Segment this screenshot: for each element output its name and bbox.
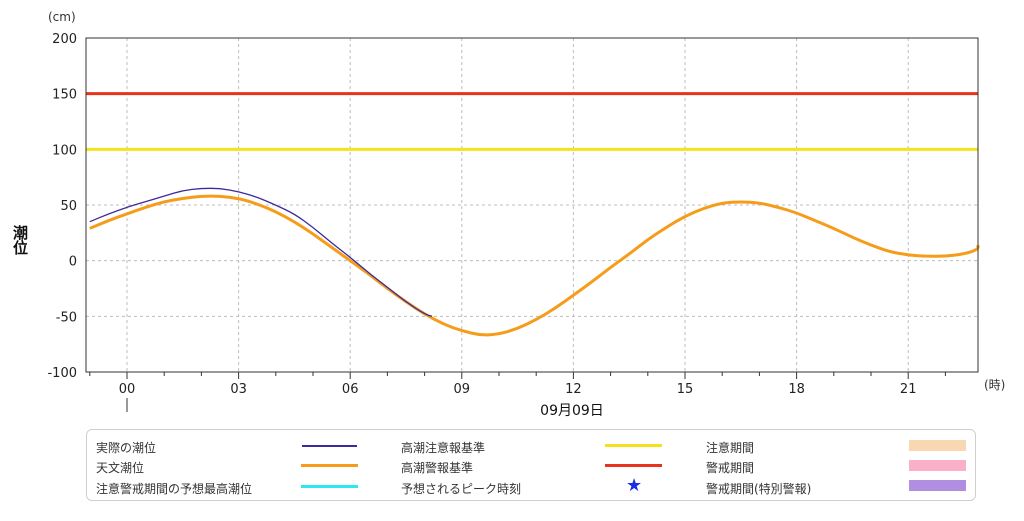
- x-tick-label: 18: [788, 382, 805, 397]
- x-tick-label: 15: [677, 382, 694, 397]
- legend-swatch-special-warning-period: [909, 480, 966, 491]
- tide-chart: (cm) 潮位 (時) 09月09日 -100 -50 0 50 100 150 200 00…: [11, 10, 1005, 419]
- x-tick-label: 03: [230, 382, 247, 397]
- y-tick-label: 50: [60, 199, 77, 214]
- legend-swatch-storm-advisory-level: [605, 444, 662, 447]
- x-tick-label: 09: [454, 382, 471, 397]
- x-unit-label: (時): [984, 378, 1005, 392]
- observed-tide-line: [89, 187, 433, 317]
- legend-label-advisory-period: 注意期間: [706, 441, 755, 455]
- legend-label-warning-period: 警戒期間: [706, 461, 755, 475]
- legend-label-special-warning-period: 警戒期間(特別警報): [706, 482, 812, 496]
- legend-label-observed-tide: 実際の潮位: [96, 441, 157, 455]
- y-tick-label: -100: [47, 366, 77, 381]
- legend-label-storm-advisory-level: 高潮注意報基準: [401, 441, 486, 455]
- y-tick-label: 0: [69, 255, 77, 270]
- y-tick-label: 200: [52, 32, 77, 47]
- legend-label-forecast-max-tide: 注意警戒期間の予想最高潮位: [96, 482, 253, 496]
- date-label: 09月09日: [540, 403, 604, 419]
- y-unit-label: (cm): [48, 10, 76, 24]
- x-tick-label: 06: [342, 382, 359, 397]
- legend-swatch-storm-warning-level: [605, 464, 662, 467]
- x-tick-label: 12: [565, 382, 582, 397]
- plot-area-frame: [85, 37, 979, 373]
- y-tick-label: 150: [52, 88, 77, 103]
- x-tick-label: 21: [900, 382, 917, 397]
- legend-swatch-astronomical-tide: [301, 464, 358, 467]
- star-icon: ★: [626, 475, 643, 496]
- x-tick-label: 00: [119, 382, 136, 397]
- legend-label-storm-warning-level: 高潮警報基準: [401, 461, 474, 475]
- legend-swatch-observed-tide: [302, 445, 357, 447]
- y-axis-title: 潮位: [11, 224, 29, 255]
- y-tick-label: -50: [56, 310, 77, 325]
- legend-label-astronomical-tide: 天文潮位: [96, 461, 145, 475]
- y-tick-label: 100: [52, 143, 77, 158]
- astronomical-tide-line: [89, 194, 980, 337]
- legend-swatch-forecast-max-tide: [301, 485, 358, 488]
- legend-swatch-advisory-period: [909, 440, 966, 451]
- legend-swatch-warning-period: [909, 460, 966, 471]
- chart-legend: 実際の潮位 高潮注意報基準 注意期間 天文潮位 高潮警報基準 警戒期間 注意警戒…: [86, 429, 976, 501]
- legend-label-expected-peak-time: 予想されるピーク時刻: [401, 482, 522, 496]
